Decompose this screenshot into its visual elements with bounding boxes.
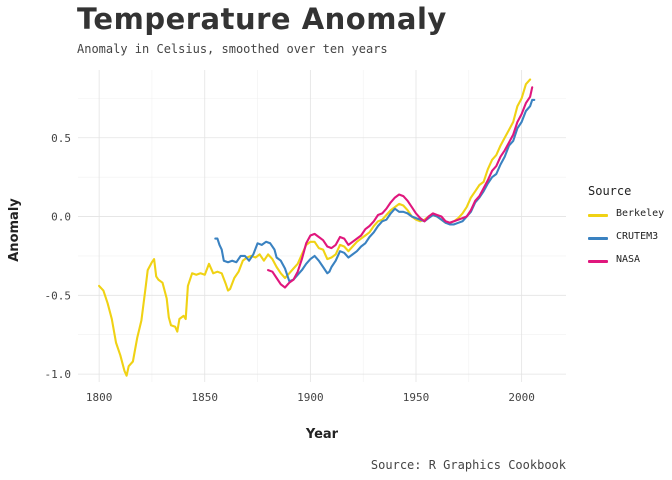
chart-caption: Source: R Graphics Cookbook [370, 458, 566, 472]
y-tick-label: -0.5 [45, 289, 72, 302]
legend-key-berkeley [588, 214, 608, 217]
legend-label-berkeley: Berkeley [616, 208, 665, 219]
x-tick-label: 1800 [86, 391, 113, 404]
legend-label-nasa: NASA [616, 254, 641, 265]
legend-label-crutem3: CRUTEM3 [616, 231, 659, 242]
x-tick-label: 2000 [508, 391, 535, 404]
series-line-nasa [267, 86, 534, 289]
y-tick-label: 0.0 [51, 211, 71, 224]
legend-key-nasa [588, 260, 608, 263]
x-tick-label: 1950 [403, 391, 430, 404]
axis-ticks: 1800 1850 1900 1950 2000 -1.0 -0.5 0.0 0.5 [45, 132, 535, 404]
x-tick-label: 1850 [192, 391, 219, 404]
chart-subtitle: Anomaly in Celsius, smoothed over ten ye… [77, 42, 388, 56]
y-axis-title: Anomaly [7, 198, 22, 262]
series-line-berkeley [98, 78, 532, 377]
y-tick-label: 0.5 [51, 132, 71, 145]
legend-key-crutem3 [588, 237, 608, 240]
series-line-crutem3 [214, 98, 536, 283]
legend-title: Source [588, 184, 632, 198]
chart-title: Temperature Anomaly [77, 2, 447, 36]
x-tick-label: 1900 [297, 391, 324, 404]
series-lines [98, 78, 536, 377]
x-axis-title: Year [305, 427, 339, 442]
y-tick-label: -1.0 [45, 368, 72, 381]
grid [78, 70, 566, 382]
